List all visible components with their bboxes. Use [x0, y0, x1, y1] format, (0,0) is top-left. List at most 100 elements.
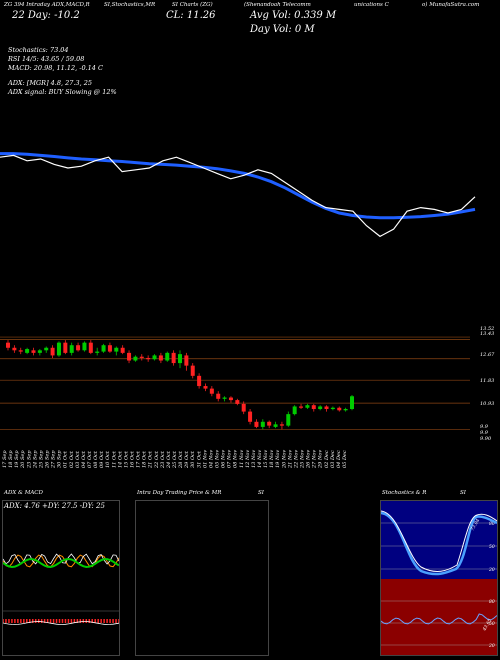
- candle-body: [165, 352, 170, 361]
- candle-body: [146, 357, 151, 360]
- candle-body: [209, 388, 214, 394]
- x-date-label: 05 Dec: [342, 450, 348, 468]
- candle-body: [95, 351, 100, 353]
- rsi-tick-label: 20: [488, 643, 495, 649]
- x-date-label: 25 Sep: [38, 450, 44, 469]
- candle-body: [178, 354, 182, 364]
- day-volume: Day Vol: 0 M: [250, 24, 315, 35]
- x-date-label: 05 Nov: [215, 450, 221, 468]
- x-date-label: 19 Nov: [275, 450, 281, 468]
- adx-macd-svg: [3, 553, 119, 625]
- x-date-label: 23 Sep: [26, 450, 32, 469]
- candle-body: [190, 365, 195, 376]
- x-date-label: 15 Nov: [263, 450, 269, 468]
- header-title-left-2: SI,Stochastics,MR: [104, 2, 156, 8]
- x-date-label: 01 Oct: [63, 450, 69, 468]
- candle-body: [88, 342, 93, 353]
- candle-body: [318, 406, 323, 410]
- x-date-label: 08 Nov: [233, 450, 239, 468]
- candle-body: [37, 350, 42, 353]
- candle-body: [56, 342, 61, 356]
- price-line: [0, 154, 476, 238]
- x-date-label: 02 Oct: [69, 450, 75, 468]
- x-date-label: 09 Oct: [99, 450, 105, 468]
- x-date-label: 24 Sep: [32, 450, 38, 469]
- x-date-label: 23 Oct: [160, 450, 166, 469]
- y-tick-label: 10.93: [480, 401, 494, 407]
- x-date-label: 28 Oct: [178, 450, 184, 469]
- candle-body: [260, 421, 265, 427]
- adx-orange-line: [3, 554, 119, 568]
- stoch-tick-label: 80: [489, 521, 495, 527]
- x-date-label: 25 Oct: [172, 450, 178, 469]
- x-date-label: 30 Oct: [190, 450, 196, 468]
- x-date-label: 04 Dec: [336, 450, 342, 468]
- x-date-label: 26 Nov: [306, 450, 312, 469]
- rsi-tick-label: 50: [489, 621, 495, 627]
- x-date-label: 12 Nov: [245, 450, 251, 468]
- x-date-label: 11 Oct: [111, 450, 117, 468]
- x-date-label: 04 Oct: [81, 450, 87, 468]
- candle-body: [330, 407, 335, 410]
- x-date-label: 04 Nov: [208, 450, 214, 468]
- candle-body: [228, 397, 233, 401]
- adx-signal-readout: ADX signal: BUY Slowing @ 12%: [8, 88, 117, 96]
- candle-body: [343, 409, 348, 411]
- x-date-label: 11 Nov: [239, 450, 245, 468]
- candle-body: [114, 347, 119, 352]
- y-tick-label: 13.52: [480, 326, 494, 332]
- y-tick-label: 9.9: [480, 430, 489, 436]
- avg-volume: Avg Vol: 0.339 M: [250, 10, 337, 21]
- stoch-background: [381, 501, 497, 579]
- header-title-left: ZG 394 Intraday ADX,MACD,R: [4, 2, 90, 8]
- candle-body: [139, 356, 144, 358]
- stoch-tick-label: 20: [488, 567, 495, 573]
- candle-body: [337, 407, 342, 411]
- x-date-label: 18 Oct: [142, 450, 148, 468]
- x-date-label: 10 Oct: [105, 450, 111, 468]
- macd-readout: MACD: 20.98, 11.12, -0.14 C: [8, 64, 103, 72]
- candle-body: [158, 355, 163, 361]
- candle-body: [31, 350, 36, 353]
- candle-body: [241, 403, 246, 412]
- x-date-label: 01 Nov: [202, 450, 208, 468]
- candle-body: [279, 424, 284, 426]
- candle-body: [63, 342, 68, 353]
- candle-body: [286, 414, 291, 426]
- x-date-label: 14 Oct: [117, 450, 123, 468]
- y-tick-label: 12.67: [480, 352, 495, 358]
- intraday-panel: [135, 500, 269, 656]
- candle-body: [6, 342, 10, 348]
- x-date-label: 27 Sep: [51, 450, 57, 469]
- x-date-label: 08 Oct: [93, 450, 99, 468]
- candle-body: [197, 375, 202, 387]
- candle-body: [127, 352, 132, 361]
- stoch-tick-label: 50: [489, 544, 495, 550]
- x-date-label: 25 Nov: [300, 450, 306, 469]
- candle-body: [267, 421, 272, 426]
- candle-body: [82, 342, 87, 351]
- stochastics-readout: Stochastics: 73.04: [8, 46, 69, 54]
- x-date-label: 30 Sep: [57, 450, 63, 468]
- adx-readout: ADX: [MGR] 4.8, 27.3, 25: [8, 79, 93, 87]
- candle-body: [133, 356, 138, 361]
- candle-body: [44, 347, 49, 351]
- x-date-label: 24 Oct: [166, 450, 172, 469]
- candle-body: [305, 405, 310, 408]
- x-date-label: 17 Oct: [136, 450, 142, 468]
- candle-body: [152, 355, 157, 360]
- candle-body: [203, 386, 208, 389]
- adx-green-line: [3, 557, 119, 569]
- candle-body: [292, 406, 297, 415]
- moving-average-line: [0, 152, 476, 220]
- stochastic-k-line: [381, 511, 497, 576]
- adx-title: ADX: 4.76 +DY: 27.5 -DY: 25: [4, 502, 105, 510]
- x-date-label: 19 Sep: [14, 450, 20, 468]
- y-tick-label: 11.83: [480, 378, 494, 384]
- x-date-label: 22 Nov: [293, 450, 299, 469]
- stoch-title: Stochastics & R: [382, 490, 427, 496]
- rsi-tick-label: 80: [489, 599, 495, 605]
- x-date-label: 13 Nov: [251, 450, 257, 468]
- candle-body: [76, 345, 81, 351]
